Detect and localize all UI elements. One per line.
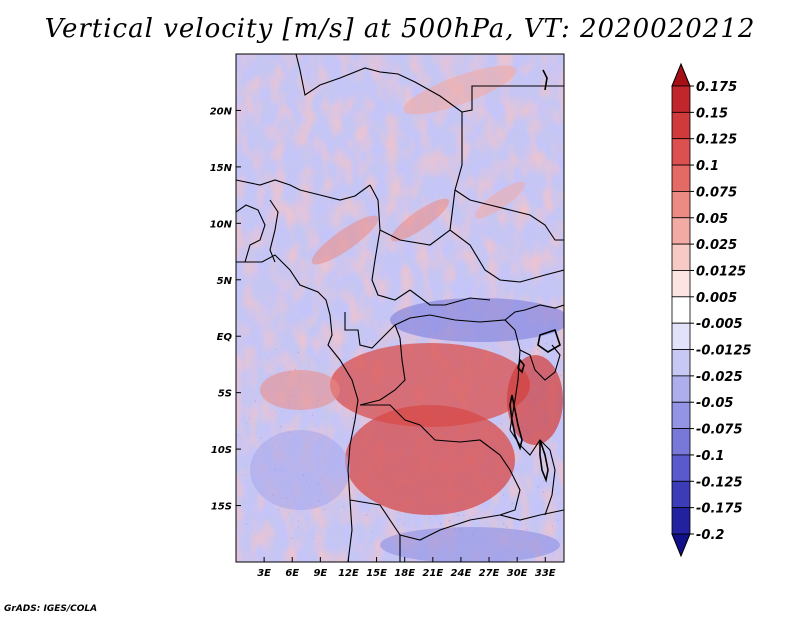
colorbar-label: 0.15 xyxy=(696,106,728,121)
colorbar-segment xyxy=(671,507,691,535)
colorbar-label: 0.025 xyxy=(696,238,737,253)
lakes xyxy=(509,69,561,483)
lat-tick-label: 5N xyxy=(217,276,233,287)
colorbar-label: -0.075 xyxy=(696,423,743,438)
lon-tick-label: 3E xyxy=(257,568,271,579)
colorbar-bottom-arrow xyxy=(671,533,691,558)
lon-tick-label: 18E xyxy=(394,568,415,579)
colorbar-label: 0.175 xyxy=(696,80,737,95)
lon-tick-label: 15E xyxy=(366,568,387,579)
lon-tick-label: 9E xyxy=(313,568,327,579)
colorbar-label: -0.0125 xyxy=(696,344,752,359)
colorbar-segment xyxy=(671,217,691,245)
lat-tick-label: 15N xyxy=(210,163,233,174)
colorbar: 0.175 0.15 0.125 0.1 0.075 0.05 0.025 0.0125 0.0… xyxy=(671,62,752,558)
colorbar-segment xyxy=(671,454,691,482)
colorbar-segment xyxy=(671,111,691,140)
lat-tick-label: 15S xyxy=(211,502,232,513)
colorbar-label: 0.125 xyxy=(696,133,737,148)
colorbar-segment xyxy=(671,164,691,192)
colorbar-label: -0.175 xyxy=(696,502,743,517)
colorbar-label: 0.0125 xyxy=(696,264,746,279)
colorbar-segment xyxy=(671,375,691,403)
colorbar-label: 0.005 xyxy=(696,291,737,306)
lon-tick-label: 30E xyxy=(507,568,528,579)
lat-tick-label: EQ xyxy=(217,332,233,343)
lat-tick-label: 20N xyxy=(210,106,233,117)
lon-tick-label: 24E xyxy=(451,568,472,579)
colorbar-label: -0.1 xyxy=(696,449,724,464)
lon-tick-label: 21E xyxy=(422,568,443,579)
latitude-axis: 20N 15N 10N 5N EQ 5S 10S 15S xyxy=(210,106,241,513)
colorbar-label: -0.2 xyxy=(696,528,724,543)
colorbar-segment xyxy=(671,322,691,350)
map-frame xyxy=(235,53,565,563)
velocity-field xyxy=(236,54,564,562)
map-title: Vertical velocity [m/s] at 500hPa, VT: 2… xyxy=(44,14,756,44)
colorbar-label: 0.05 xyxy=(696,212,728,227)
colorbar-segment xyxy=(671,296,691,324)
colorbar-label: -0.005 xyxy=(696,317,743,332)
colorbar-segment xyxy=(671,138,691,166)
colorbar-label: 0.075 xyxy=(696,185,737,200)
lon-tick-label: 27E xyxy=(479,568,500,579)
colorbar-label: -0.025 xyxy=(696,370,743,385)
colorbar-segment xyxy=(671,243,691,271)
colorbar-segment xyxy=(671,401,691,429)
lat-tick-label: 10S xyxy=(211,445,232,456)
borders xyxy=(236,54,564,562)
longitude-axis: 3E 6E 9E 12E 15E 18E 21E 24E 27E 30E 33E xyxy=(257,557,556,579)
colorbar-label: -0.05 xyxy=(696,396,733,411)
lon-tick-label: 12E xyxy=(338,568,359,579)
colorbar-segment xyxy=(671,85,691,113)
lon-tick-label: 6E xyxy=(285,568,299,579)
colorbar-segment xyxy=(671,480,691,509)
colorbar-label: 0.1 xyxy=(696,159,719,174)
colorbar-segment xyxy=(671,349,691,377)
lat-tick-label: 5S xyxy=(218,389,232,400)
lon-tick-label: 33E xyxy=(535,568,556,579)
colorbar-top-arrow xyxy=(671,62,691,87)
colorbar-segment xyxy=(671,191,691,219)
lat-tick-label: 10N xyxy=(210,219,233,230)
colorbar-label: -0.125 xyxy=(696,475,743,490)
colorbar-segment xyxy=(671,270,691,298)
grads-credit: GrADS: IGES/COLA xyxy=(4,604,98,614)
colorbar-segment xyxy=(671,428,691,456)
